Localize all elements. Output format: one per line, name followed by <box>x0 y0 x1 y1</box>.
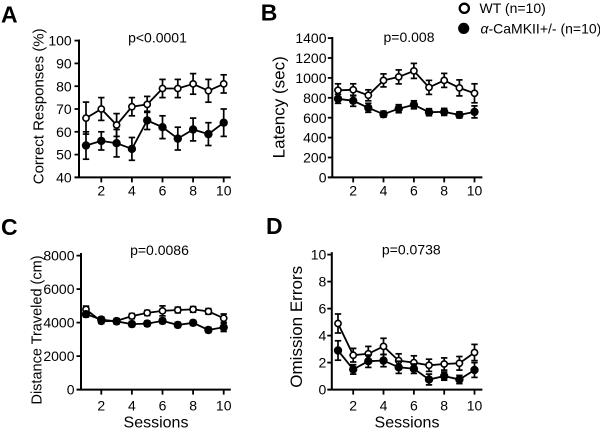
svg-text:D: D <box>266 213 283 239</box>
svg-text:2: 2 <box>349 397 357 413</box>
svg-text:400: 400 <box>303 130 327 146</box>
svg-text:0: 0 <box>319 382 327 398</box>
svg-text:Omission Errors: Omission Errors <box>287 266 306 388</box>
svg-text:8: 8 <box>189 397 197 413</box>
svg-text:Sessions: Sessions <box>124 414 189 429</box>
svg-text:10: 10 <box>467 397 483 413</box>
svg-text:8: 8 <box>189 183 197 199</box>
svg-text:6: 6 <box>410 183 418 199</box>
svg-text:WT (n=10): WT (n=10) <box>480 0 546 16</box>
svg-text:Correct Responses (%): Correct Responses (%) <box>30 28 47 184</box>
svg-text:90: 90 <box>56 56 72 72</box>
svg-text:6: 6 <box>159 397 167 413</box>
svg-text:1400: 1400 <box>295 30 326 46</box>
svg-text:200: 200 <box>303 150 327 166</box>
svg-text:4: 4 <box>380 397 388 413</box>
svg-text:p=0.0738: p=0.0738 <box>382 242 441 258</box>
svg-text:8: 8 <box>440 397 448 413</box>
svg-text:4: 4 <box>380 183 388 199</box>
svg-text:40: 40 <box>56 170 72 186</box>
svg-text:70: 70 <box>56 101 72 117</box>
svg-text:2: 2 <box>319 355 327 371</box>
svg-text:p=0.008: p=0.008 <box>384 29 435 45</box>
svg-text:4000: 4000 <box>43 315 74 331</box>
svg-text:60: 60 <box>56 124 72 140</box>
svg-text:p<0.0001: p<0.0001 <box>128 30 187 46</box>
svg-text:6: 6 <box>159 183 167 199</box>
svg-text:6: 6 <box>319 301 327 317</box>
svg-text:8: 8 <box>319 274 327 290</box>
svg-text:4: 4 <box>128 397 136 413</box>
svg-text:C: C <box>1 214 18 240</box>
svg-text:4: 4 <box>128 183 136 199</box>
svg-text:p=0.0086: p=0.0086 <box>130 242 189 258</box>
svg-text:2: 2 <box>97 397 105 413</box>
svg-text:0: 0 <box>67 382 75 398</box>
svg-text:B: B <box>261 0 278 26</box>
svg-text:50: 50 <box>56 147 72 163</box>
svg-text:6000: 6000 <box>43 281 74 297</box>
svg-text:4: 4 <box>319 328 327 344</box>
svg-text:10: 10 <box>467 183 483 199</box>
svg-text:8000: 8000 <box>43 248 74 264</box>
svg-text:1200: 1200 <box>295 50 326 66</box>
svg-text:2000: 2000 <box>43 348 74 364</box>
svg-text:600: 600 <box>303 110 327 126</box>
svg-text:α-CaMKII+/- (n=10): α-CaMKII+/- (n=10) <box>481 21 600 37</box>
svg-text:10: 10 <box>216 397 232 413</box>
svg-text:1000: 1000 <box>295 70 326 86</box>
svg-text:800: 800 <box>303 90 327 106</box>
svg-text:80: 80 <box>56 78 72 94</box>
svg-text:Latency (sec): Latency (sec) <box>270 56 289 158</box>
svg-text:6: 6 <box>410 397 418 413</box>
svg-text:Distance Traveled (cm): Distance Traveled (cm) <box>29 255 45 404</box>
svg-text:10: 10 <box>311 247 327 263</box>
svg-text:A: A <box>1 2 18 28</box>
svg-text:2: 2 <box>349 183 357 199</box>
svg-text:8: 8 <box>440 183 448 199</box>
svg-text:10: 10 <box>216 183 232 199</box>
svg-text:Sessions: Sessions <box>375 414 440 429</box>
svg-text:0: 0 <box>319 170 327 186</box>
svg-text:2: 2 <box>97 183 105 199</box>
svg-text:100: 100 <box>48 33 72 49</box>
